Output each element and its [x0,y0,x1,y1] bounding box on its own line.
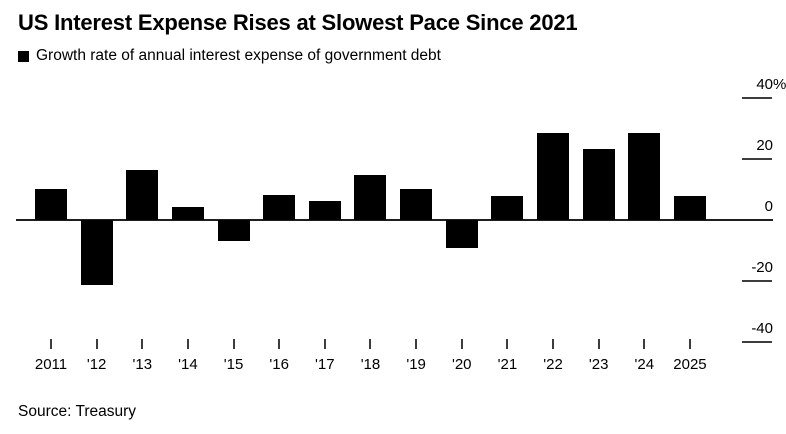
bar-24 [628,132,661,220]
y-axis-tick [742,280,772,282]
y-axis-tick [742,158,772,160]
x-axis-label: '21 [497,356,518,373]
x-axis-tick [506,339,509,349]
x-axis-label: 2025 [673,356,707,373]
percent-sign: % [773,76,786,93]
x-axis-label: '23 [588,356,609,373]
x-axis-label: '22 [543,356,563,373]
y-axis-label: -40 [751,320,773,337]
x-axis-tick [552,339,555,349]
x-axis-tick [95,339,98,349]
x-axis-label: '15 [223,356,244,373]
bar-23 [582,149,615,220]
x-axis-label: '18 [360,356,381,373]
x-axis-label: 2011 [34,356,68,373]
bar-20 [445,220,478,249]
x-axis-tick [415,339,418,349]
bar-15 [217,220,250,242]
x-axis-tick [141,339,144,349]
y-axis-tick [742,97,772,99]
y-axis-tick [742,341,772,343]
y-axis-label: 0 [764,198,773,215]
x-axis-tick [323,339,326,349]
x-axis-tick [50,339,52,349]
bar-18 [354,175,387,220]
x-axis-label: '12 [86,356,107,373]
x-axis-label: '20 [451,356,472,373]
y-axis-label: 40% [756,76,786,93]
source-attribution: Source: Treasury [18,403,137,420]
x-axis-label: '13 [132,356,153,373]
bar-2011 [35,188,67,220]
x-axis-label: '14 [178,356,198,373]
legend: Growth rate of annual interest expense o… [18,47,441,65]
legend-label: Growth rate of annual interest expense o… [36,47,441,64]
x-axis-label: '16 [269,356,289,373]
bar-17 [308,201,341,220]
y-axis-label: 20 [756,137,773,154]
bar-12 [80,220,113,285]
x-axis-tick [597,339,600,349]
x-axis-label: '24 [634,356,655,373]
x-axis-label: '19 [406,356,426,373]
bar-19 [400,188,433,220]
zero-axis-line [16,219,773,221]
bar-21 [491,195,524,220]
x-axis-label: '17 [315,356,335,373]
x-axis-tick [369,339,372,349]
x-axis-tick [460,339,463,349]
bar-16 [263,194,296,220]
legend-swatch-icon [18,50,29,62]
bar-22 [537,133,570,220]
bar-13 [126,169,159,220]
x-axis-tick [278,339,281,349]
bar-2025 [673,195,706,220]
x-axis-tick [232,339,235,349]
page-title: US Interest Expense Rises at Slowest Pac… [18,10,578,35]
bar-14 [171,207,204,220]
y-axis-label: -20 [751,259,773,276]
x-axis-tick [186,339,189,349]
x-axis-tick [688,339,691,349]
x-axis-tick [643,339,646,349]
